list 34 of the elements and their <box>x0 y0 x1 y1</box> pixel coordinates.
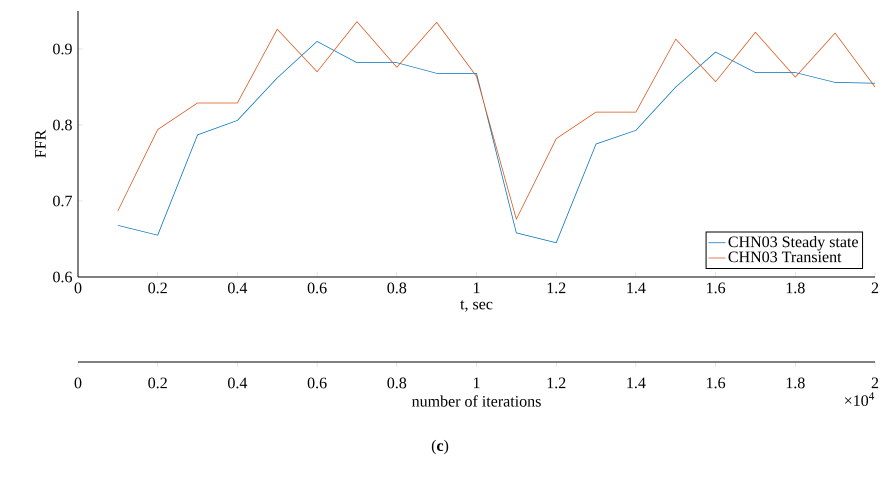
text: (c) <box>432 440 448 454</box>
x-tick-label: 1.2 <box>548 282 566 294</box>
x-tick-label: 1 <box>474 282 480 294</box>
x2-tick-label: 0.6 <box>308 378 327 388</box>
x2-tick-label: 0.4 <box>228 378 248 388</box>
legend-label: CHN03 Steady state <box>728 236 858 251</box>
x-tick-label: 0.4 <box>228 282 248 294</box>
x-tick-label: 0.2 <box>148 282 167 294</box>
x2-tick-label: 2 <box>872 378 878 388</box>
x2-tick-label: 1.4 <box>627 378 646 388</box>
legend-label: CHN03 Transient <box>728 251 842 262</box>
x2-tick-label: 1.8 <box>786 378 805 388</box>
x-axis-title: t, sec <box>460 300 492 312</box>
x2-tick-label: 1.2 <box>548 378 566 388</box>
y-tick-label: 0.6 <box>53 272 72 282</box>
text: ×10$^{4}$ <box>844 392 874 406</box>
y-tick-label: 0.7 <box>53 196 72 206</box>
x2-tick-label: 0 <box>74 378 82 388</box>
x2-tick-label: 1 <box>474 378 480 388</box>
y-tick-label: 0.8 <box>53 120 72 130</box>
x-tick-label: 1.6 <box>707 282 726 294</box>
x2-tick-label: 1.6 <box>707 378 726 388</box>
y-tick-label: 0.9 <box>53 44 72 54</box>
x2-tick-label: 0.2 <box>148 378 167 388</box>
x2-tick-label: 0.8 <box>387 378 406 388</box>
y-axis-title: FFR <box>35 130 46 158</box>
x2-axis-title: number of iterations <box>412 395 541 407</box>
line-series <box>117 21 876 220</box>
x-tick-label: 1.4 <box>627 282 646 294</box>
x-tick-label: 2 <box>872 282 878 294</box>
x-tick-label: 0.6 <box>308 282 327 294</box>
x-tick-label: 0.8 <box>387 282 406 294</box>
x-tick-label: 1.8 <box>786 282 805 294</box>
x-tick-label: 0 <box>74 282 82 294</box>
